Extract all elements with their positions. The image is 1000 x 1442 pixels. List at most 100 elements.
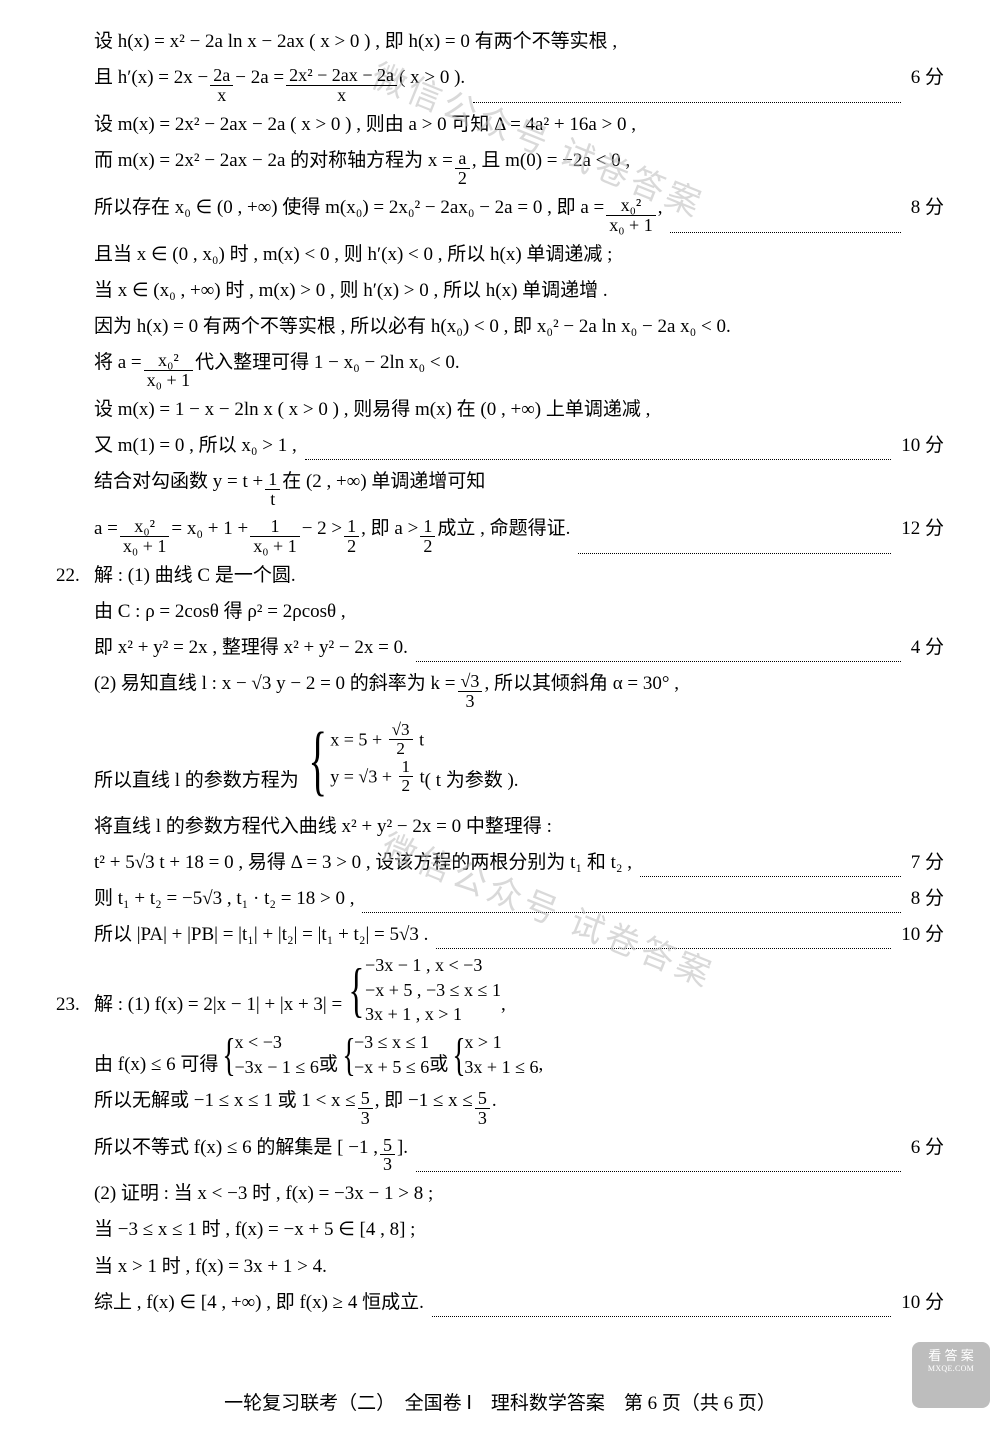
fraction: x₀²x₀ + 1 xyxy=(606,196,656,235)
left-brace-icon: { xyxy=(349,969,365,1011)
math-text: ( t 为参数 ). xyxy=(425,763,519,799)
text-line: t² + 5√3 t + 18 = 0 , 易得 Δ = 3 > 0 , 设该方… xyxy=(56,845,944,881)
text-line: 由 f(x) ≤ 6 可得 { x < −3−3x − 1 ≤ 6 或 { −3… xyxy=(56,1030,944,1082)
math-text: t² + 5√3 t + 18 = 0 , 易得 Δ = 3 > 0 , 设该方… xyxy=(94,845,632,881)
math-text: (2) 证明 : 当 x < −3 时 , f(x) = −3x − 1 > 8… xyxy=(94,1176,433,1212)
dot-leader xyxy=(473,85,901,103)
brace-group: { x < −3−3x − 1 ≤ 6 xyxy=(218,1030,318,1079)
question-23-header: 23. 解 : (1) f(x) = 2|x − 1| + |x + 3| = … xyxy=(56,953,944,1026)
math-text: . xyxy=(492,1083,497,1119)
fraction: x₀²x₀ + 1 xyxy=(120,517,170,556)
math-text: 将 a = xyxy=(94,345,142,381)
math-text: 由 f(x) ≤ 6 可得 xyxy=(94,1047,218,1083)
math-text: − 2a = xyxy=(235,60,284,96)
fraction: 2ax xyxy=(210,66,233,105)
math-text: 而 m(x) = 2x² − 2ax − 2a 的对称轴方程为 x = xyxy=(94,143,453,179)
math-text: 所以存在 x₀ ∈ (0 , +∞) 使得 m(x₀) = 2x₀² − 2ax… xyxy=(94,190,604,226)
brace-group: { −3x − 1 , x < −3 −x + 5 , −3 ≤ x ≤ 1 3… xyxy=(342,953,501,1026)
math-text: 解 : (1) f(x) = 2|x − 1| + |x + 3| = xyxy=(94,987,342,1023)
fraction: 12 xyxy=(344,517,359,556)
dot-leader xyxy=(640,859,901,877)
math-text: 所以 |PA| + |PB| = |t₁| + |t₂| = |t₁ + t₂|… xyxy=(94,917,428,953)
score-marker: 6 分 xyxy=(907,1130,944,1166)
math-text: 又 m(1) = 0 , 所以 x₀ > 1 , xyxy=(94,428,297,464)
fraction: 12 xyxy=(420,517,435,556)
math-text: 代入整理可得 1 − x₀ − 2ln x₀ < 0. xyxy=(195,345,459,381)
score-marker: 7 分 xyxy=(907,845,944,881)
question-number: 23. xyxy=(56,987,94,1023)
text-line: 设 m(x) = 1 − x − 2ln x ( x > 0 ) , 则易得 m… xyxy=(56,392,944,428)
page-footer: 一轮复习联考（二） 全国卷 Ⅰ 理科数学答案 第 6 页（共 6 页） xyxy=(0,1386,1000,1422)
math-text: , 即 −1 ≤ x ≤ xyxy=(375,1083,473,1119)
score-marker: 6 分 xyxy=(907,60,944,96)
left-brace-icon: { xyxy=(308,733,327,788)
brace-group: { x = 5 + √32 t y = √3 + 12 t xyxy=(299,723,425,797)
fraction: 2x² − 2ax − 2ax xyxy=(286,66,397,105)
brace-content: x = 5 + √32 t y = √3 + 12 t xyxy=(330,723,424,797)
math-text: , 所以其倾斜角 α = 30° , xyxy=(484,666,679,702)
brace-content: x > 13x + 1 ≤ 6 xyxy=(464,1030,538,1079)
text-line: 所以 |PA| + |PB| = |t₁| + |t₂| = |t₁ + t₂|… xyxy=(56,917,944,953)
fraction: √33 xyxy=(458,672,483,711)
math-text: 综上 , f(x) ∈ [4 , +∞) , 即 f(x) ≥ 4 恒成立. xyxy=(94,1285,424,1321)
math-text: (2) 易知直线 l : x − √3 y − 2 = 0 的斜率为 k = xyxy=(94,666,456,702)
text-line: 所以无解或 −1 ≤ x ≤ 1 或 1 < x ≤ 53 , 即 −1 ≤ x… xyxy=(56,1083,944,1130)
math-text: 所以不等式 f(x) ≤ 6 的解集是 [ −1 , xyxy=(94,1130,378,1166)
brace-group: { −3 ≤ x ≤ 1−x + 5 ≤ 6 xyxy=(338,1030,429,1079)
math-text: 将直线 l 的参数方程代入曲线 x² + y² − 2x = 0 中整理得 : xyxy=(94,809,552,845)
math-text: 当 x > 1 时 , f(x) = 3x + 1 > 4. xyxy=(94,1249,327,1285)
fraction: 1x₀ + 1 xyxy=(250,517,300,556)
math-text: 所以直线 l 的参数方程为 xyxy=(94,763,299,799)
math-text: 结合对勾函数 y = t + xyxy=(94,464,263,500)
math-text: 或 xyxy=(319,1047,338,1083)
text-line: (2) 易知直线 l : x − √3 y − 2 = 0 的斜率为 k = √… xyxy=(56,666,944,713)
math-text: ]. xyxy=(397,1130,408,1166)
brace-group: { x > 13x + 1 ≤ 6 xyxy=(448,1030,538,1079)
math-text: , 且 m(0) = −2a < 0 , xyxy=(472,143,630,179)
fraction: 53 xyxy=(380,1136,395,1175)
text-line: 即 x² + y² = 2x , 整理得 x² + y² − 2x = 0. 4… xyxy=(56,630,944,666)
question-number: 22. xyxy=(56,558,94,594)
math-text: 设 m(x) = 1 − x − 2ln x ( x > 0 ) , 则易得 m… xyxy=(94,392,650,428)
math-text: ( x > 0 ). xyxy=(399,60,465,96)
dot-leader xyxy=(305,442,891,460)
dot-leader xyxy=(670,215,900,233)
text-line: 综上 , f(x) ∈ [4 , +∞) , 即 f(x) ≥ 4 恒成立. 1… xyxy=(56,1285,944,1321)
text-line: 又 m(1) = 0 , 所以 x₀ > 1 , 10 分 xyxy=(56,428,944,464)
text-line: 当 −3 ≤ x ≤ 1 时 , f(x) = −x + 5 ∈ [4 , 8]… xyxy=(56,1212,944,1248)
text-line: 将直线 l 的参数方程代入曲线 x² + y² − 2x = 0 中整理得 : xyxy=(56,809,944,845)
math-text: 因为 h(x) = 0 有两个不等实根 , 所以必有 h(x₀) < 0 , 即… xyxy=(94,309,731,345)
score-marker: 8 分 xyxy=(907,190,944,226)
math-text: 由 C : ρ = 2cosθ 得 ρ² = 2ρcosθ , xyxy=(94,594,346,630)
fraction: 53 xyxy=(475,1089,490,1128)
score-marker: 10 分 xyxy=(897,428,944,464)
math-text: 当 −3 ≤ x ≤ 1 时 , f(x) = −x + 5 ∈ [4 , 8]… xyxy=(94,1212,415,1248)
brace-content: x < −3−3x − 1 ≤ 6 xyxy=(235,1030,319,1079)
math-text: , xyxy=(658,190,663,226)
math-text: 解 : (1) 曲线 C 是一个圆. xyxy=(94,558,296,594)
left-brace-icon: { xyxy=(342,1039,355,1071)
corner-badge-title: 看 答 案 xyxy=(912,1348,990,1364)
math-text: 成立 , 命题得证. xyxy=(437,511,570,547)
math-text: , 即 a > xyxy=(361,511,418,547)
corner-badge-subtitle: MXQE.COM xyxy=(912,1364,990,1374)
math-text: 当 x ∈ (x₀ , +∞) 时 , m(x) > 0 , 则 h′(x) >… xyxy=(94,273,608,309)
brace-content: −3 ≤ x ≤ 1−x + 5 ≤ 6 xyxy=(354,1030,429,1079)
math-text: 或 xyxy=(429,1047,448,1083)
math-text: 在 (2 , +∞) 单调递增可知 xyxy=(282,464,485,500)
text-line: 因为 h(x) = 0 有两个不等实根 , 所以必有 h(x₀) < 0 , 即… xyxy=(56,309,944,345)
question-22-header: 22. 解 : (1) 曲线 C 是一个圆. xyxy=(56,558,944,594)
math-text: = x₀ + 1 + xyxy=(171,511,248,547)
math-text: 则 t₁ + t₂ = −5√3 , t₁ · t₂ = 18 > 0 , xyxy=(94,881,354,917)
text-line: 且当 x ∈ (0 , x₀) 时 , m(x) < 0 , 则 h′(x) <… xyxy=(56,237,944,273)
score-marker: 4 分 xyxy=(907,630,944,666)
score-marker: 12 分 xyxy=(897,511,944,547)
fraction: 53 xyxy=(358,1089,373,1128)
dot-leader xyxy=(436,931,891,949)
dot-leader xyxy=(578,536,891,554)
text-line: 所以不等式 f(x) ≤ 6 的解集是 [ −1 , 53 ]. 6 分 xyxy=(56,1130,944,1177)
text-line: 设 m(x) = 2x² − 2ax − 2a ( x > 0 ) , 则由 a… xyxy=(56,107,944,143)
math-text: 设 h(x) = x² − 2a ln x − 2ax ( x > 0 ) , … xyxy=(94,24,617,60)
left-brace-icon: { xyxy=(453,1039,466,1071)
score-marker: 8 分 xyxy=(907,881,944,917)
